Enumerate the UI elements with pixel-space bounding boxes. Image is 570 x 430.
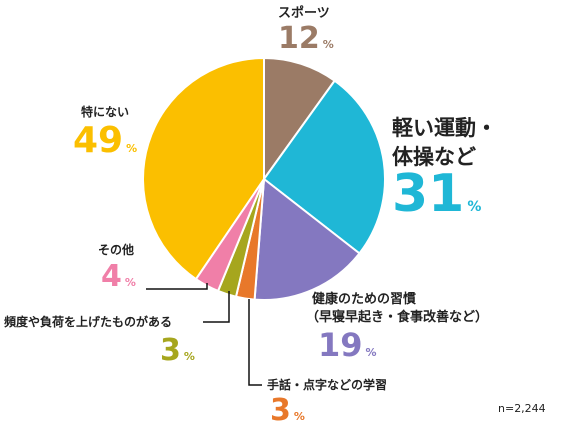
sample-size-note: n=2,244 xyxy=(498,402,546,415)
slice-label-health-habits-line1: 健康のための習慣 xyxy=(312,292,417,307)
pie-slice-none xyxy=(141,57,265,281)
slice-label-light-exercise-line1: 軽い運動・ xyxy=(392,116,497,140)
percent-unit: % xyxy=(365,346,377,359)
slice-label-sports: スポーツ xyxy=(278,6,330,21)
pie-slices xyxy=(141,57,386,301)
leader-line-frequency xyxy=(203,291,230,323)
slice-value-frequency: 3 xyxy=(160,333,181,368)
slice-label-other: その他 xyxy=(98,243,135,257)
slice-label-sign-language: 手話・点字などの学習 xyxy=(267,378,388,392)
slice-percent-sign-language: 3% xyxy=(270,396,305,426)
slice-value-other: 4 xyxy=(101,259,122,294)
slice-value-sports: 12 xyxy=(278,21,320,56)
slice-label-frequency: 頻度や負荷を上げたものがある xyxy=(4,315,173,329)
leader-line-other xyxy=(146,283,208,290)
percent-unit: % xyxy=(322,38,334,51)
pie-slice-sports xyxy=(263,57,336,180)
slice-percent-health-habits: 19% xyxy=(318,329,377,361)
leader-lines xyxy=(146,283,262,386)
percent-unit: % xyxy=(124,276,136,289)
percent-unit: % xyxy=(467,199,482,215)
slice-percent-frequency: 3% xyxy=(160,336,195,366)
slice-label-none: 特にない xyxy=(81,105,130,119)
slice-percent-other: 4% xyxy=(101,262,136,292)
slice-value-sign-language: 3 xyxy=(270,393,291,428)
slice-value-none: 49 xyxy=(73,120,124,161)
pie-slice-light-exercise xyxy=(263,79,386,255)
leader-line-sign-language xyxy=(248,299,262,386)
slice-label-health-habits-line2: （早寝早起き・食事改善など） xyxy=(306,310,489,325)
slice-label-light-exercise-line2: 体操など xyxy=(392,145,476,169)
percent-unit: % xyxy=(183,350,195,363)
pie-slice-health-habits xyxy=(253,178,361,301)
slice-percent-light-exercise: 31% xyxy=(392,168,481,220)
slice-percent-sports: 12% xyxy=(278,24,334,54)
slice-percent-none: 49% xyxy=(73,123,137,159)
percent-unit: % xyxy=(126,142,138,155)
slice-value-health-habits: 19 xyxy=(318,326,363,364)
percent-unit: % xyxy=(293,410,305,423)
slice-value-light-exercise: 31 xyxy=(392,164,465,224)
